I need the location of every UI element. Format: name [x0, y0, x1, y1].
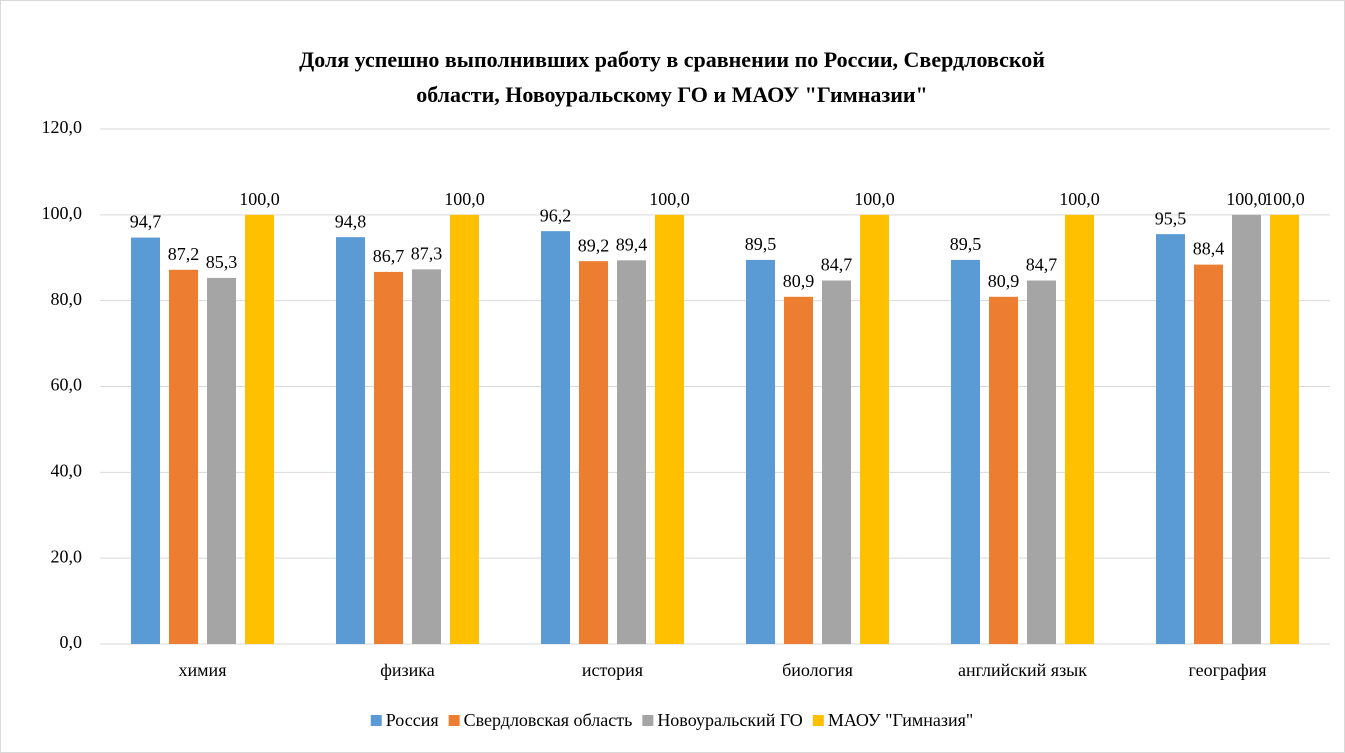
data-label: 94,7 [130, 212, 162, 232]
bar [617, 260, 646, 644]
x-tick-label: английский язык [958, 660, 1087, 680]
legend-swatch [642, 715, 654, 726]
bar [746, 259, 775, 644]
legend-swatch [448, 715, 460, 726]
bar [655, 214, 684, 645]
data-label: 100,0 [1059, 189, 1100, 209]
data-label: 87,2 [168, 244, 200, 264]
bar [374, 271, 403, 644]
data-label: 84,7 [1026, 255, 1058, 275]
x-tick-label: физика [380, 660, 435, 680]
legend-label: Новоуральский ГО [657, 710, 803, 730]
data-label: 95,5 [1155, 208, 1187, 228]
data-label: 86,7 [373, 246, 405, 266]
legend-swatch [370, 715, 382, 726]
x-tick-label: история [582, 660, 643, 680]
legend-label: Россия [386, 710, 439, 730]
bar [1027, 280, 1056, 644]
legend-label: Свердловская область [464, 710, 633, 730]
y-tick-label: 120,0 [42, 117, 83, 137]
data-label: 85,3 [206, 252, 238, 272]
bar [1156, 234, 1185, 645]
data-label: 89,5 [950, 234, 982, 254]
chart-title: Доля успешно выполнивших работу в сравне… [299, 47, 1045, 72]
legend-swatch [812, 715, 824, 726]
data-label: 80,9 [988, 271, 1020, 291]
bar [860, 214, 889, 645]
data-label: 89,2 [578, 235, 610, 255]
y-tick-label: 80,0 [51, 289, 83, 309]
data-label: 100,0 [444, 189, 485, 209]
y-tick-label: 60,0 [51, 375, 83, 395]
bar [1065, 214, 1094, 645]
data-label: 89,5 [745, 234, 777, 254]
bar [412, 269, 441, 644]
x-tick-label: биология [782, 660, 853, 680]
bar [989, 296, 1018, 644]
data-label: 80,9 [783, 271, 815, 291]
data-label: 100,0 [1226, 189, 1267, 209]
chart-title: области, Новоуральскому ГО и МАОУ "Гимна… [416, 82, 928, 107]
data-label: 87,3 [411, 243, 443, 263]
y-tick-label: 0,0 [60, 632, 83, 652]
bar [336, 237, 365, 644]
bar [1270, 214, 1299, 645]
bar [1194, 264, 1223, 644]
bar [822, 280, 851, 644]
data-label: 100,0 [854, 189, 895, 209]
bar [131, 237, 160, 644]
bar [951, 259, 980, 644]
y-tick-label: 100,0 [42, 203, 83, 223]
x-tick-label: химия [179, 660, 227, 680]
bar [579, 261, 608, 644]
bar [784, 296, 813, 644]
data-label: 100,0 [649, 189, 690, 209]
data-label: 94,8 [335, 211, 367, 231]
legend-label: МАОУ "Гимназия" [828, 710, 973, 730]
bar [450, 214, 479, 645]
data-label: 88,4 [1193, 239, 1225, 259]
bar [169, 269, 198, 644]
bar [207, 277, 236, 644]
data-label: 96,2 [540, 205, 572, 225]
bar [541, 231, 570, 644]
x-tick-label: география [1188, 660, 1266, 680]
data-label: 84,7 [821, 255, 853, 275]
bar [1232, 214, 1261, 645]
data-label: 89,4 [616, 234, 648, 254]
data-label: 100,0 [1264, 189, 1305, 209]
data-label: 100,0 [239, 189, 280, 209]
y-tick-label: 20,0 [51, 546, 83, 566]
y-tick-label: 40,0 [51, 460, 83, 480]
bar [245, 214, 274, 645]
